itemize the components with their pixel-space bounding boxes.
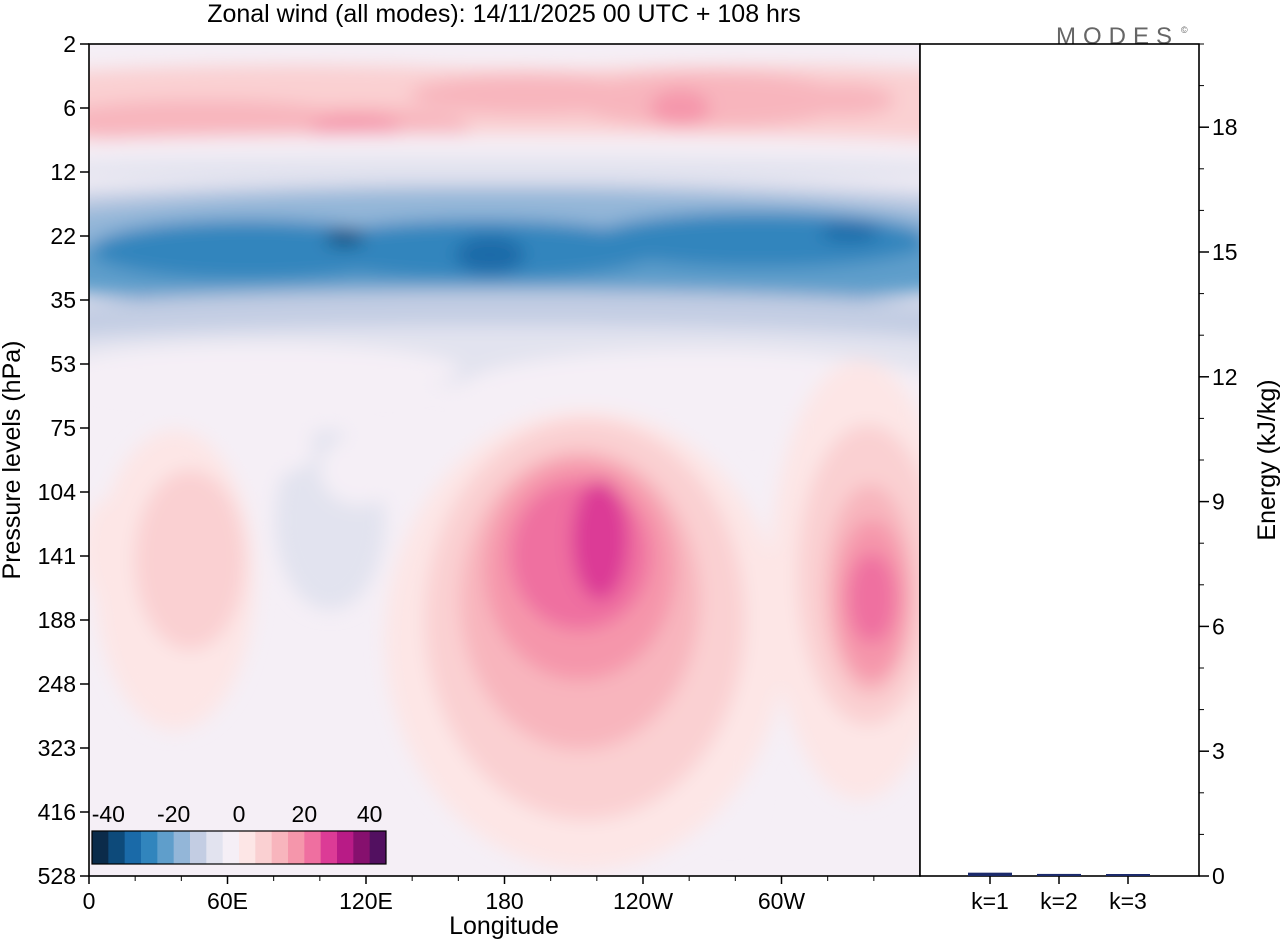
wind-contour-region: [590, 212, 920, 268]
colorbar-tick-label: -20: [157, 801, 190, 827]
energy-category-label: k=3: [1109, 888, 1147, 914]
wind-contour-region: [572, 480, 628, 600]
wind-contour-region: [225, 425, 315, 475]
colorbar-swatch: [173, 831, 191, 864]
wind-contour-region: [820, 222, 880, 242]
y-tick-label: 12: [50, 159, 76, 185]
colorbar-swatch: [190, 831, 207, 864]
colorbar-frame: [91, 830, 387, 865]
x-tick-label: 180: [485, 888, 523, 914]
colorbar-swatch: [255, 831, 273, 864]
y-tick-label: 141: [38, 543, 76, 569]
energy-tick-label: 15: [1212, 239, 1238, 265]
x-tick-label: 60W: [758, 888, 806, 914]
y-tick-label: 53: [50, 351, 76, 377]
energy-category-label: k=2: [1040, 888, 1078, 914]
colorbar-swatch: [141, 831, 158, 864]
y-axis: 2 6 12 22 35 53 75 104 141 188 248 323 416 528: [38, 31, 89, 889]
x-axis-label: Longitude: [449, 912, 559, 940]
wind-contour-region: [390, 430, 450, 470]
modes-logo-mark: ©: [1181, 25, 1188, 35]
colorbar-tick-label: 0: [233, 801, 246, 827]
wind-contour-region: [795, 84, 895, 116]
colorbar-swatch: [206, 831, 224, 864]
y-tick-label: 104: [38, 479, 77, 505]
y-tick-label: 188: [38, 607, 76, 633]
colorbar-swatch: [239, 831, 256, 864]
colorbar-swatch: [337, 831, 354, 864]
energy-axis: 0 3 6 9 12 15 18: [1199, 43, 1238, 889]
colorbar-tick-label: -40: [92, 801, 125, 827]
wind-contour-region: [89, 344, 460, 396]
y-tick-label: 248: [38, 671, 76, 697]
energy-tick-label: 0: [1212, 863, 1225, 889]
colorbar-swatch: [157, 831, 175, 864]
wind-contour-region: [650, 90, 710, 126]
wind-contour-region: [135, 470, 245, 650]
energy-tick-label: 6: [1212, 613, 1225, 639]
x-tick-label: 120W: [613, 888, 673, 914]
wind-contour-region: [848, 553, 896, 643]
wind-contour-region: [455, 235, 525, 275]
colorbar-swatch: [320, 831, 338, 864]
colorbar-swatch: [271, 831, 289, 864]
energy-bar: [1037, 873, 1081, 876]
energy-tick-label: 18: [1212, 114, 1238, 140]
chart-title: Zonal wind (all modes): 14/11/2025 00 UT…: [207, 0, 801, 28]
energy-tick-label: 12: [1212, 364, 1238, 390]
colorbar-swatch: [369, 831, 387, 864]
colorbar-swatch: [124, 831, 142, 864]
x-tick-label: 60E: [207, 888, 248, 914]
y-tick-label: 35: [50, 287, 76, 313]
energy-tick-label: 3: [1212, 738, 1225, 764]
y-tick-label: 6: [63, 95, 76, 121]
y-tick-label: 323: [38, 735, 76, 761]
wind-contour-region: [570, 72, 850, 128]
wind-contour-region: [310, 116, 400, 140]
energy-bar: [968, 872, 1012, 876]
y-axis-label: Pressure levels (hPa): [0, 341, 26, 580]
wind-contour-region: [89, 500, 127, 600]
wind-contour-region: [89, 156, 920, 184]
x-tick-label: 120E: [339, 888, 393, 914]
wind-contour-region: [325, 230, 365, 246]
y-tick-label: 22: [50, 223, 76, 249]
heatmap: [89, 44, 920, 876]
y-tick-label: 2: [63, 31, 76, 57]
wind-contour-region: [320, 435, 400, 505]
y-tick-label: 75: [50, 415, 76, 441]
energy-tick-label: 9: [1212, 489, 1225, 515]
colorbar-tick-label: 40: [357, 801, 383, 827]
y-tick-label: 416: [38, 799, 76, 825]
y-tick-label: 528: [38, 863, 76, 889]
colorbar-tick-label: 20: [292, 801, 318, 827]
energy-bar: [1106, 874, 1150, 876]
colorbar-swatch: [92, 831, 109, 864]
colorbar: -40 -20 0 20 40: [91, 801, 387, 865]
energy-panel-frame: [919, 43, 1200, 877]
colorbar-swatch: [353, 831, 371, 864]
energy-category-label: k=1: [971, 888, 1009, 914]
energy-bars: k=1 k=2 k=3: [968, 872, 1150, 914]
heatmap-field: [89, 65, 920, 870]
colorbar-swatch: [304, 831, 322, 864]
x-tick-label: 0: [83, 888, 96, 914]
x-axis: 0 60E 120E 180 120W 60W: [83, 876, 875, 914]
colorbar-swatch: [288, 831, 305, 864]
colorbar-swatch: [222, 831, 240, 864]
colorbar-swatch: [108, 831, 126, 864]
energy-axis-label: Energy (kJ/kg): [1253, 379, 1280, 540]
